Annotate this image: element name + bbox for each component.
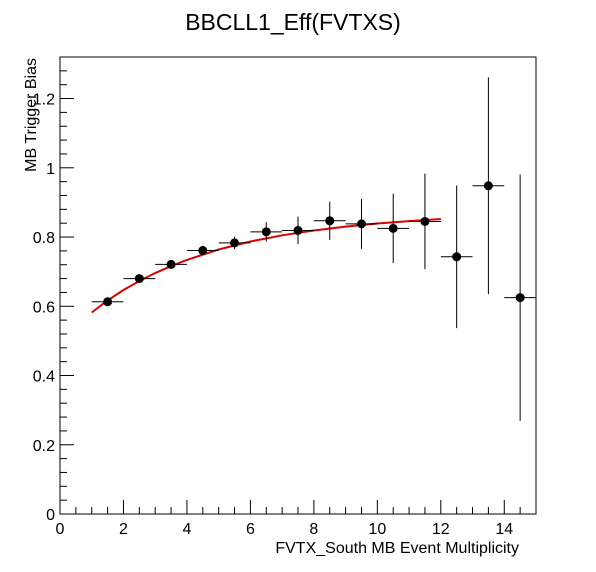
- point-marker: [293, 225, 303, 235]
- point-marker: [134, 274, 144, 284]
- y-tick-label: 0.8: [33, 230, 55, 247]
- data-point: [250, 222, 283, 242]
- point-marker: [483, 181, 493, 191]
- data-point: [282, 216, 314, 245]
- x-axis-label: FVTX_South MB Event Multiplicity: [275, 540, 519, 557]
- chart-title: BBCLL1_Eff(FVTXS): [185, 9, 401, 35]
- y-tick-label: 0: [46, 507, 55, 524]
- data-point: [155, 259, 187, 269]
- data-point: [123, 274, 156, 284]
- x-tick-label: 4: [182, 521, 191, 538]
- data-point: [186, 245, 219, 256]
- data-point: [91, 297, 124, 307]
- y-tick-label: 0.4: [33, 369, 55, 386]
- data-point: [218, 236, 251, 250]
- data-point: [504, 174, 536, 421]
- point-marker: [388, 223, 398, 233]
- point-marker: [230, 238, 240, 248]
- x-tick-label: 0: [56, 521, 65, 538]
- point-marker: [261, 227, 271, 237]
- x-tick-label: 10: [368, 521, 386, 538]
- point-marker: [356, 219, 366, 229]
- data-point: [313, 201, 346, 240]
- point-marker: [103, 297, 113, 307]
- data-point: [440, 185, 473, 329]
- x-tick-label: 8: [309, 521, 318, 538]
- data-point: [377, 193, 410, 263]
- point-marker: [515, 293, 525, 303]
- x-axis: 0 2 4 6 8 10 12 14: [56, 500, 521, 538]
- y-tick-label: 1: [46, 161, 55, 178]
- point-marker: [420, 216, 430, 226]
- x-tick-label: 6: [246, 521, 255, 538]
- point-marker: [452, 252, 462, 262]
- point-marker: [325, 216, 335, 226]
- data-point: [345, 198, 378, 249]
- x-tick-label: 2: [119, 521, 128, 538]
- data-points: [91, 77, 536, 421]
- y-tick-label: 0.6: [33, 299, 55, 316]
- fit-curve: [91, 218, 441, 314]
- fit-layer: [91, 218, 441, 314]
- x-tick-label: 14: [495, 521, 513, 538]
- y-axis: 0 0.2 0.4 0.6 0.8 1 1.2: [33, 56, 74, 524]
- point-marker: [198, 246, 208, 256]
- y-tick-label: 1.2: [33, 92, 55, 109]
- data-point: [409, 173, 441, 270]
- point-marker: [166, 259, 176, 269]
- y-tick-label: 0.2: [33, 438, 55, 455]
- data-point: [472, 77, 505, 295]
- x-tick-label: 12: [432, 521, 450, 538]
- y-axis-label: MB Trigger Bias: [23, 58, 40, 172]
